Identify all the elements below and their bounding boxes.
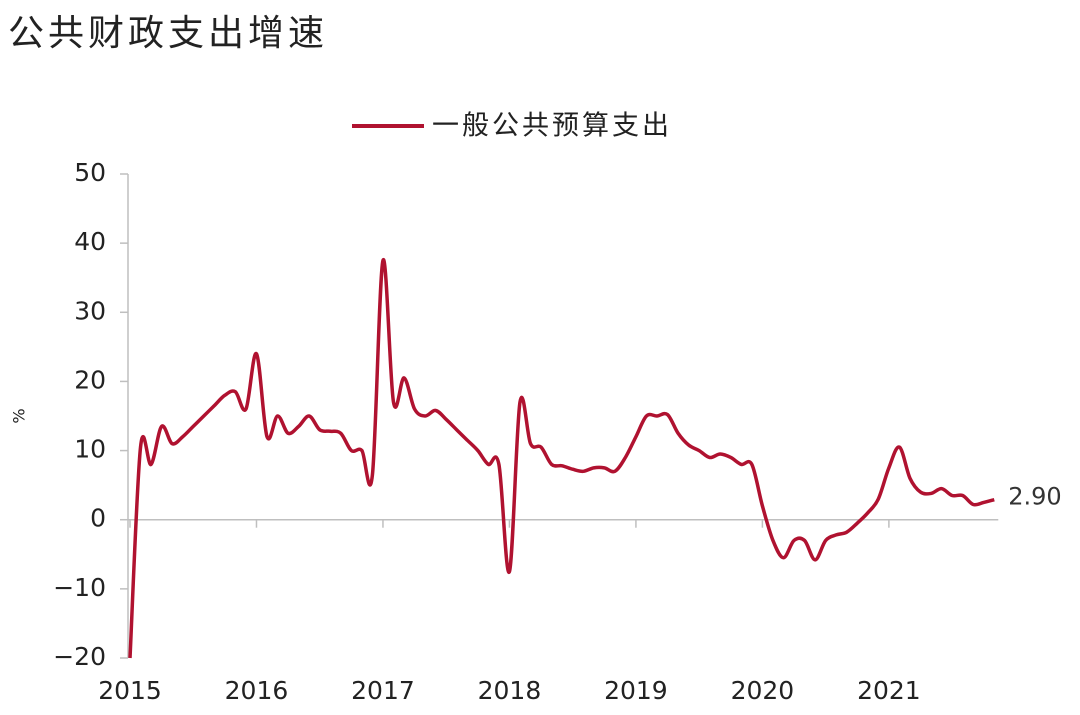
legend-label: 一般公共预算支出 <box>432 111 672 142</box>
y-tick-label: 20 <box>74 365 106 394</box>
x-tick-label: 2019 <box>604 676 668 705</box>
y-tick-label: 10 <box>74 435 106 464</box>
y-tick-label: −10 <box>53 573 106 602</box>
x-tick-label: 2021 <box>857 676 921 705</box>
y-tick-label: 0 <box>90 504 106 533</box>
value-label: 2.90 <box>1008 483 1061 511</box>
y-tick-label: −20 <box>53 642 106 671</box>
y-tick-label: 50 <box>74 158 106 187</box>
y-tick-label: 30 <box>74 296 106 325</box>
y-tick-label: 40 <box>74 227 106 256</box>
y-axis-label: % <box>10 408 29 423</box>
x-tick-label: 2017 <box>351 676 415 705</box>
x-tick-label: 2015 <box>98 676 162 705</box>
chart-title: 公共财政支出增速 <box>8 13 328 54</box>
data-line <box>128 258 995 659</box>
x-tick-label: 2020 <box>731 676 795 705</box>
x-tick-label: 2018 <box>478 676 542 705</box>
x-tick-label: 2016 <box>225 676 289 705</box>
